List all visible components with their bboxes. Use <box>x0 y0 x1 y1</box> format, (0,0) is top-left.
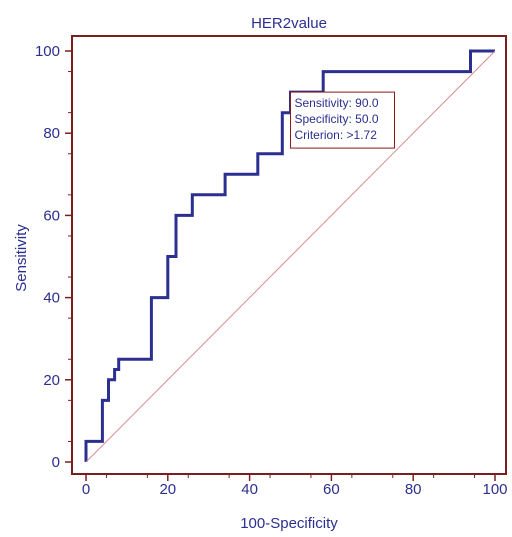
y-tick-label: 20 <box>43 372 60 389</box>
criterion-annotation: Sensitivity: 90.0 Specificity: 50.0 Criter… <box>290 91 395 149</box>
x-tick-label: 100 <box>482 481 507 498</box>
y-tick-label: 40 <box>43 290 60 307</box>
y-tick-label: 80 <box>43 125 60 142</box>
x-tick-label: 20 <box>159 481 176 498</box>
x-tick-label: 0 <box>82 481 90 498</box>
y-tick-label: 0 <box>52 454 60 471</box>
y-axis-title: Sensitivity <box>13 224 30 292</box>
y-tick-label: 60 <box>43 207 60 224</box>
annotation-line: Specificity: 50.0 <box>295 112 379 126</box>
plot-area: 0 20 40 60 80 100 0 20 40 60 80 100 Sensitivity: 90.… <box>35 35 508 498</box>
annotation-line: Sensitivity: 90.0 <box>295 96 379 110</box>
annotation-box <box>290 91 395 149</box>
x-tick-label: 80 <box>405 481 422 498</box>
y-tick-label: 100 <box>35 43 60 60</box>
reference-diagonal-line <box>85 50 496 463</box>
x-tick-label: 40 <box>241 481 258 498</box>
x-axis-title: 100-Specificity <box>240 515 338 532</box>
annotation-line: Criterion: >1.72 <box>295 128 378 142</box>
plot-frame <box>71 35 507 475</box>
x-tick-label: 60 <box>323 481 340 498</box>
chart-title: HER2value <box>251 15 327 32</box>
